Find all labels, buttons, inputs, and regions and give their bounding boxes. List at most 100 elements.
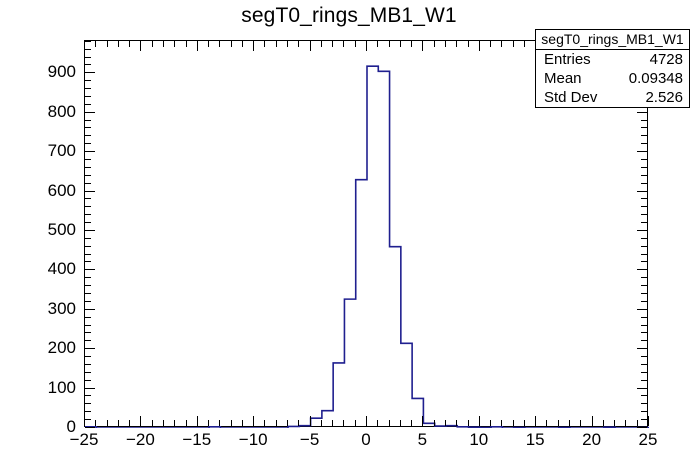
statistics-row: Mean 0.09348 [536,69,689,88]
x-tick [411,420,413,426]
statistics-rows: Entries 4728 Mean 0.09348 Std Dev 2.526 [536,50,689,107]
statistics-box: segT0_rings_MB1_W1 Entries 4728 Mean 0.0934… [535,29,690,108]
y-tick-right [637,427,647,428]
x-tick [241,420,243,426]
y-tick [85,166,91,168]
y-axis-tick-label: 400 [47,259,76,279]
y-tick [85,135,91,137]
x-tick [230,420,232,426]
y-tick-right [641,237,647,239]
x-tick-top [388,41,390,47]
x-tick [467,420,469,426]
y-axis-tick-label: 700 [47,141,76,161]
y-tick [85,229,95,231]
x-axis-tick-label: −5 [299,430,320,449]
x-tick-top [377,41,379,47]
x-tick-top [140,41,142,51]
y-tick-right [641,206,647,208]
y-tick [85,395,91,397]
x-tick [95,420,97,426]
y-axis-tick-label: 800 [47,101,76,121]
y-tick [85,190,95,192]
x-tick [84,416,85,426]
statistics-key: Std Dev [544,89,598,106]
y-tick [85,285,91,287]
y-tick-right [637,229,647,231]
x-tick [264,420,266,426]
x-tick [388,420,390,426]
x-tick [399,420,401,426]
x-tick [219,420,221,426]
y-tick-right [641,245,647,247]
y-tick-right [641,198,647,200]
x-tick-top [162,41,164,47]
x-tick [196,416,198,426]
x-tick-top [523,41,525,47]
y-axis-tick-label: 0 [66,417,76,436]
x-tick [557,420,559,426]
x-tick-top [456,41,458,47]
y-tick [85,88,91,90]
statistics-row: Entries 4728 [536,50,689,69]
x-tick [456,420,458,426]
x-tick-top [95,41,97,47]
x-tick-top [444,41,446,47]
statistics-value: 4728 [649,51,683,68]
x-tick-top [253,41,255,51]
histogram-curve [85,65,649,428]
x-tick-top [354,41,356,47]
x-tick [151,420,153,426]
x-tick [591,416,593,426]
y-tick-right [637,111,647,113]
x-tick-top [366,41,367,51]
x-tick-top [478,41,480,51]
y-tick-right [641,356,647,358]
y-tick [85,103,91,105]
x-tick-top [287,41,289,47]
x-tick [648,416,649,426]
y-tick [85,308,95,310]
y-tick-right [641,261,647,263]
y-tick [85,261,91,263]
x-tick-top [241,41,243,47]
y-tick-right [641,222,647,224]
x-tick-top [411,41,413,47]
x-tick [332,420,334,426]
y-tick-right [637,387,647,389]
y-tick [85,72,95,74]
x-tick [580,420,582,426]
y-tick [85,174,91,176]
y-tick [85,348,95,350]
y-tick [85,316,91,318]
statistics-box-title: segT0_rings_MB1_W1 [536,30,689,50]
x-tick [129,420,131,426]
statistics-key: Entries [544,51,591,68]
x-axis-tick-label: 10 [469,430,489,449]
y-tick [85,198,91,200]
y-tick-right [641,253,647,255]
x-tick-top [275,41,277,47]
x-axis-tick-label: 0 [361,430,371,449]
x-tick [309,416,311,426]
x-axis-tick-label: −10 [238,430,268,449]
y-tick-right [637,348,647,350]
x-axis-tick-label: −25 [69,430,99,449]
y-tick [85,111,95,113]
y-axis-tick-label: 600 [47,180,76,200]
x-tick-top [264,41,266,47]
y-tick [85,387,95,389]
statistics-row: Std Dev 2.526 [536,88,689,107]
x-tick-top [512,41,514,47]
y-tick [85,206,91,208]
y-tick-right [641,166,647,168]
y-tick [85,237,91,239]
x-tick-top [208,41,210,47]
x-axis-tick-label: 15 [525,430,545,449]
y-tick [85,56,91,58]
y-tick [85,245,91,247]
x-tick [636,420,638,426]
x-tick [625,420,627,426]
x-tick [478,416,480,426]
y-axis-tick-label: 500 [47,219,76,239]
x-tick-top [298,41,300,47]
